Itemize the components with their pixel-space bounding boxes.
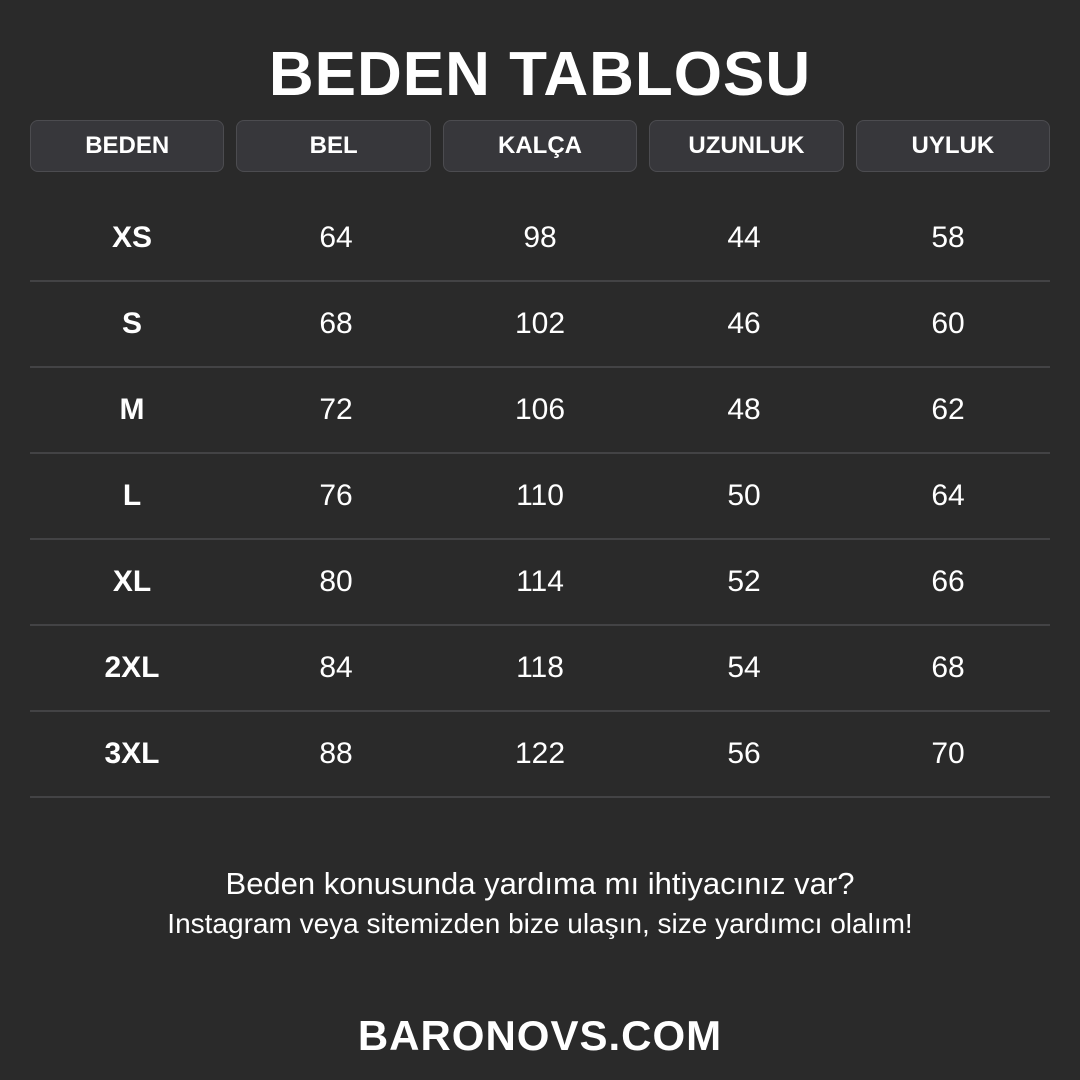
measurement-cell: 44 (727, 221, 761, 254)
size-label: L (122, 479, 142, 512)
measurement-cell: 80 (319, 565, 353, 598)
brand-website: BARONOVS.COM (357, 1012, 723, 1059)
size-label: XL (112, 565, 152, 598)
table-row: 2XL 84 118 54 68 (30, 626, 1050, 712)
help-instructions: Instagram veya sitemizden bize ulaşın, s… (167, 908, 913, 939)
measurement-cell: 52 (727, 565, 761, 598)
size-label: 2XL (104, 651, 160, 684)
table-row: XS 64 98 44 58 (30, 196, 1050, 282)
size-label: M (119, 393, 145, 426)
measurement-cell: 110 (516, 479, 564, 512)
measurement-cell: 64 (319, 221, 353, 254)
measurement-cell: 114 (516, 565, 564, 598)
measurement-cell: 46 (727, 307, 761, 340)
table-row: 3XL 88 122 56 70 (30, 712, 1050, 798)
measurement-cell: 122 (514, 737, 566, 770)
size-label: XS (111, 221, 153, 254)
header-cell: KALÇA (442, 120, 638, 172)
measurement-cell: 106 (514, 393, 566, 426)
measurement-cell: 68 (319, 307, 353, 340)
measurement-cell: 68 (931, 651, 965, 684)
measurement-cell: 84 (319, 651, 353, 684)
measurement-cell: 102 (514, 307, 566, 340)
size-label: 3XL (104, 737, 160, 770)
table-header: BEDEN BEL KALÇA UZUNLUK UYLUK (30, 120, 1051, 172)
table-row: S 68 102 46 60 (30, 282, 1050, 368)
header-cell: BEL (236, 120, 431, 172)
table-row: M 72 106 48 62 (30, 368, 1050, 454)
size-table: XS 64 98 44 58 S 68 102 46 60 M 72 106 48 62 L 76 110 50 64… (30, 196, 1050, 798)
measurement-cell: 50 (727, 479, 761, 512)
header-cell: UZUNLUK (649, 120, 844, 172)
help-question: Beden konusunda yardıma mı ihtiyacınız v… (225, 866, 855, 901)
header-cell: BEDEN (30, 120, 225, 172)
measurement-cell: 48 (727, 393, 761, 426)
table-row: XL 80 114 52 66 (30, 540, 1050, 626)
size-label: S (121, 307, 142, 340)
measurement-cell: 56 (727, 737, 761, 770)
measurement-cell: 76 (319, 479, 353, 512)
measurement-cell: 60 (931, 307, 965, 340)
measurement-cell: 54 (727, 651, 761, 684)
measurement-cell: 66 (931, 565, 965, 598)
measurement-cell: 98 (523, 221, 557, 254)
measurement-cell: 72 (319, 393, 353, 426)
measurement-cell: 70 (931, 737, 965, 770)
header-cell: UYLUK (855, 120, 1051, 172)
measurement-cell: 62 (931, 393, 965, 426)
measurement-cell: 58 (931, 221, 965, 254)
page-title: BEDEN TABLOSU (268, 40, 812, 109)
measurement-cell: 118 (516, 651, 564, 684)
measurement-cell: 64 (931, 479, 965, 512)
measurement-cell: 88 (319, 737, 353, 770)
table-row: L 76 110 50 64 (30, 454, 1050, 540)
